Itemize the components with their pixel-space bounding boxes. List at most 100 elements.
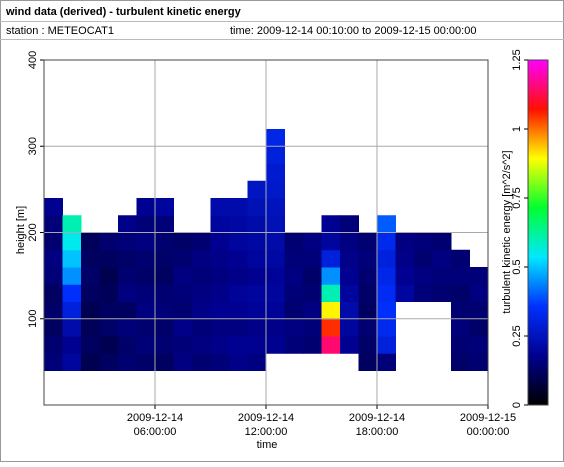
colorbar-tick-label: 0.5 (511, 259, 523, 274)
cell (358, 353, 378, 371)
cell (44, 318, 63, 337)
cell (266, 146, 285, 164)
cell (321, 267, 341, 285)
colorbar-tick-label: 1 (511, 126, 523, 132)
cell (451, 301, 470, 320)
cell (377, 353, 396, 371)
cell (229, 301, 248, 320)
cell (210, 215, 230, 233)
cell (377, 284, 396, 302)
cell (99, 284, 119, 302)
cell (155, 336, 174, 354)
cell (395, 267, 415, 285)
cell (340, 249, 359, 268)
cell (44, 284, 63, 302)
cell (155, 249, 174, 268)
cell (118, 353, 137, 371)
cell (62, 301, 82, 320)
cell (136, 215, 156, 233)
cell (99, 353, 119, 371)
cell (118, 267, 137, 285)
cell (358, 267, 378, 285)
cell (358, 284, 378, 302)
cell (266, 284, 285, 302)
cell (266, 267, 285, 285)
cell (173, 353, 193, 371)
cell (81, 249, 100, 268)
cell (469, 267, 489, 285)
cell (266, 318, 285, 337)
cell (377, 336, 396, 354)
y-axis-label: height [m] (15, 206, 27, 254)
cell (62, 353, 82, 371)
cell (210, 284, 230, 302)
cell (451, 336, 470, 354)
cell (136, 249, 156, 268)
cell (229, 267, 248, 285)
cell (247, 318, 267, 337)
cell (469, 353, 489, 371)
cell (451, 284, 470, 302)
cell (395, 284, 415, 302)
cell (303, 232, 322, 251)
cell (192, 249, 211, 268)
cell (377, 267, 396, 285)
cell (118, 232, 137, 251)
cell (469, 336, 489, 354)
cell (321, 336, 341, 354)
cell (266, 180, 285, 199)
cell (155, 353, 174, 371)
cell (136, 232, 156, 251)
cell (284, 336, 304, 354)
cell (247, 336, 267, 354)
cell (303, 318, 322, 337)
cell (247, 284, 267, 302)
cell (192, 353, 211, 371)
cell (99, 301, 119, 320)
cell (321, 284, 341, 302)
time-range: time: 2009-12-14 00:10:00 to 2009-12-15 … (230, 25, 476, 37)
cell (247, 267, 267, 285)
cell (118, 284, 137, 302)
cell (358, 232, 378, 251)
cell (210, 267, 230, 285)
cell (303, 284, 322, 302)
x-tick-label: 2009-12-14 12:00:00 (238, 412, 294, 438)
cell (81, 301, 100, 320)
cell (118, 318, 137, 337)
cell (229, 215, 248, 233)
cell (62, 232, 82, 251)
cell (62, 249, 82, 268)
cell (81, 267, 100, 285)
cell (303, 249, 322, 268)
cell (136, 284, 156, 302)
cell (81, 336, 100, 354)
cell (266, 232, 285, 251)
cell (340, 284, 359, 302)
y-tick-label: 100 (27, 310, 39, 328)
cell (155, 198, 174, 216)
cell (451, 353, 470, 371)
cell (44, 215, 63, 233)
title: wind data (derived) - turbulent kinetic … (5, 6, 242, 18)
cell (173, 284, 193, 302)
cell (377, 215, 396, 233)
cell (229, 353, 248, 371)
cell (247, 180, 267, 199)
cell (44, 353, 63, 371)
cell (229, 232, 248, 251)
cell (377, 249, 396, 268)
cell (266, 301, 285, 320)
cell (284, 232, 304, 251)
cell (414, 249, 433, 268)
cell (303, 336, 322, 354)
cell (192, 232, 211, 251)
y-tick-label: 200 (27, 223, 39, 241)
x-tick-label: 2009-12-14 06:00:00 (127, 412, 183, 438)
cell (321, 301, 341, 320)
cell (451, 249, 470, 268)
cell (136, 267, 156, 285)
cell (173, 267, 193, 285)
station: station : METEOCAT1 (6, 25, 114, 37)
